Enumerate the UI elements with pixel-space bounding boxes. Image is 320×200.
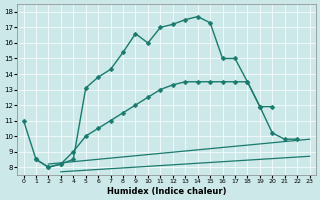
- X-axis label: Humidex (Indice chaleur): Humidex (Indice chaleur): [107, 187, 226, 196]
